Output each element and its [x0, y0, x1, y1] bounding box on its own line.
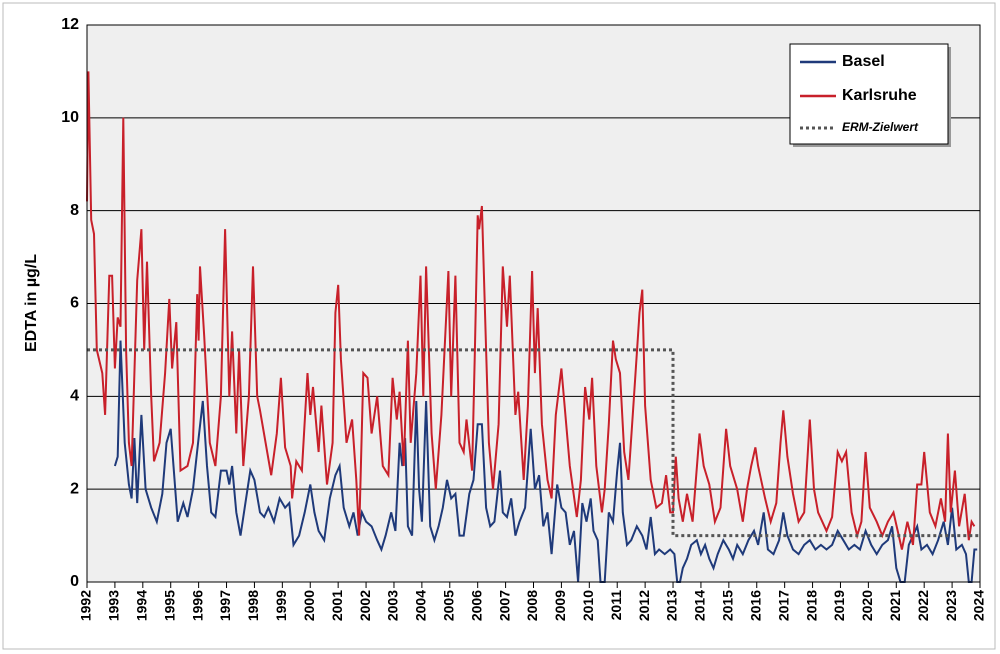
x-tick-label: 2012 [636, 590, 652, 621]
series-line [113, 340, 978, 583]
x-tick-label: 2001 [329, 590, 345, 621]
x-tick-label: 2000 [301, 590, 317, 621]
x-tick-label: 2023 [943, 590, 959, 621]
x-tick-label: 2014 [692, 590, 708, 621]
plot-border [86, 24, 981, 583]
y-tick-label: 4 [70, 388, 79, 405]
x-tick-label: 1999 [273, 590, 289, 621]
y-tick-label: 2 [70, 480, 79, 497]
x-tick-label: 1992 [78, 590, 94, 621]
x-tick-label: 1994 [134, 590, 150, 621]
y-tick-label: 10 [61, 109, 79, 126]
x-tick-label: 2020 [859, 590, 875, 621]
x-tick-label: 2005 [440, 590, 456, 621]
x-tick-label: 1998 [245, 590, 261, 621]
x-tick-label: 2006 [468, 590, 484, 621]
x-tick-label: 2015 [720, 590, 736, 621]
x-tick-label: 1993 [106, 590, 122, 621]
legend-label: Basel [842, 53, 885, 70]
x-tick-label: 2022 [915, 590, 931, 621]
x-tick-label: 2008 [524, 590, 540, 621]
x-tick-label: 2018 [803, 590, 819, 621]
x-tick-label: 2002 [357, 590, 373, 621]
y-axis-label: EDTA in µg/L [23, 254, 40, 352]
x-tick-label: 1996 [189, 590, 205, 621]
legend-label: Karlsruhe [842, 87, 917, 104]
x-tick-label: 2021 [887, 590, 903, 621]
x-tick-label: 2019 [831, 590, 847, 621]
x-tick-label: 2004 [413, 590, 429, 621]
x-tick-label: 2013 [664, 590, 680, 621]
y-tick-label: 12 [61, 16, 79, 33]
series-line [86, 71, 976, 550]
legend-label: ERM-Zielwert [842, 120, 919, 134]
y-tick-label: 0 [70, 573, 79, 590]
series-line [87, 348, 980, 538]
x-tick-label: 2017 [775, 590, 791, 621]
x-tick-label: 2010 [580, 590, 596, 621]
x-tick-label: 2009 [552, 590, 568, 621]
x-tick-label: 1995 [161, 590, 177, 621]
x-tick-label: 2003 [385, 590, 401, 621]
y-tick-label: 8 [70, 202, 79, 219]
x-tick-label: 2024 [971, 590, 987, 621]
x-tick-label: 1997 [217, 590, 233, 621]
legend-box [789, 43, 949, 145]
x-tick-label: 2011 [608, 590, 624, 621]
x-tick-label: 2007 [496, 590, 512, 621]
x-tick-label: 2016 [747, 590, 763, 621]
y-tick-label: 6 [70, 295, 79, 312]
